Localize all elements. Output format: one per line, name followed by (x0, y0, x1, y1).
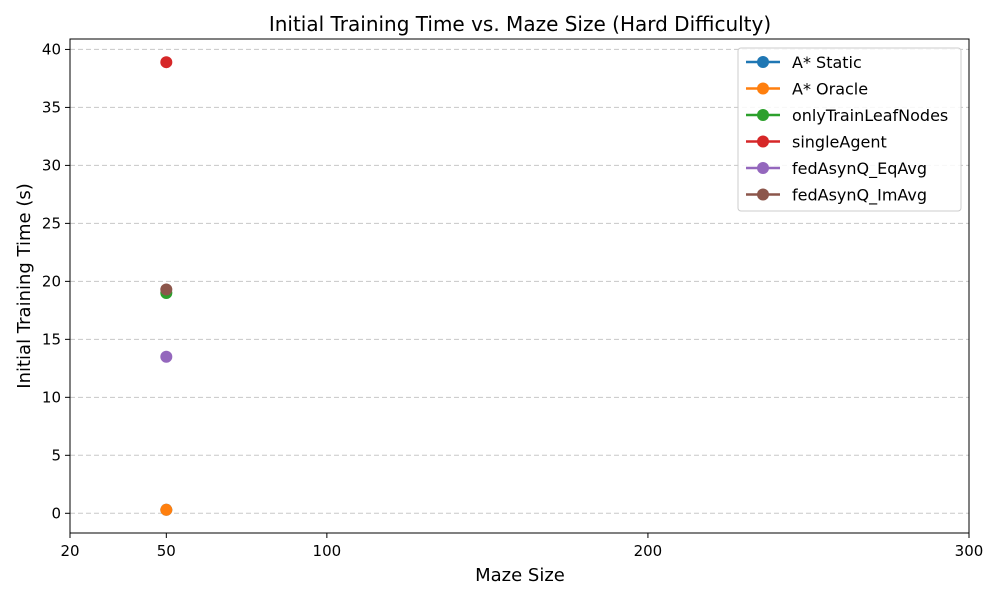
y-tick-label: 25 (42, 214, 61, 232)
legend-label: A* Oracle (792, 80, 868, 99)
data-points (160, 56, 173, 516)
legend-label: A* Static (792, 53, 862, 72)
x-axis-label: Maze Size (475, 565, 565, 586)
y-tick-label: 5 (51, 446, 61, 464)
legend-marker (757, 82, 769, 95)
legend: A* Static A* Oracle onlyTrainLeafNodes sing… (737, 47, 962, 212)
legend-entry: fedAsynQ_EqAvg (746, 159, 927, 179)
grid (70, 48, 969, 514)
legend-marker (757, 109, 769, 121)
y-tick-label: 10 (42, 388, 61, 406)
legend-label: onlyTrainLeafNodes (792, 106, 948, 125)
data-point (160, 503, 173, 516)
legend-entry: singleAgent (746, 133, 887, 152)
legend-marker (757, 162, 769, 174)
y-tick-label: 15 (42, 330, 61, 348)
y-tick-label: 0 (51, 504, 61, 522)
x-tick-label: 100 (313, 542, 342, 560)
series-5 (160, 283, 173, 296)
chart-title: Initial Training Time vs. Maze Size (Har… (269, 12, 771, 36)
legend-entry: A* Static (746, 53, 862, 72)
legend-entry: onlyTrainLeafNodes (746, 106, 948, 125)
data-point (160, 350, 173, 363)
x-tick-label: 200 (634, 542, 663, 560)
series-4 (160, 350, 173, 363)
series-3 (160, 56, 173, 69)
x-axis-ticks: 20 50 100 200 300 (60, 533, 983, 560)
series-1 (160, 503, 173, 516)
legend-marker (757, 188, 769, 201)
y-axis-label: Initial Training Time (s) (14, 183, 35, 388)
y-tick-label: 20 (42, 272, 61, 290)
legend-label: fedAsynQ_ImAvg (792, 186, 927, 206)
y-tick-label: 35 (42, 98, 61, 116)
x-tick-label: 50 (157, 542, 176, 560)
plot-frame (69, 38, 970, 534)
y-tick-label: 40 (42, 40, 61, 58)
y-axis-ticks: 0 5 10 15 20 25 30 35 40 (42, 40, 70, 522)
data-point (160, 283, 173, 296)
legend-box (737, 47, 962, 212)
legend-entry: fedAsynQ_ImAvg (746, 186, 927, 206)
y-tick-label: 30 (42, 156, 61, 174)
legend-label: fedAsynQ_EqAvg (792, 159, 927, 179)
x-tick-label: 300 (955, 542, 984, 560)
data-point (160, 56, 173, 69)
legend-marker (757, 135, 769, 148)
axes (69, 38, 970, 534)
legend-marker (757, 56, 769, 68)
legend-label: singleAgent (792, 133, 887, 152)
x-tick-label: 20 (60, 542, 79, 560)
legend-entry: A* Oracle (746, 80, 868, 99)
